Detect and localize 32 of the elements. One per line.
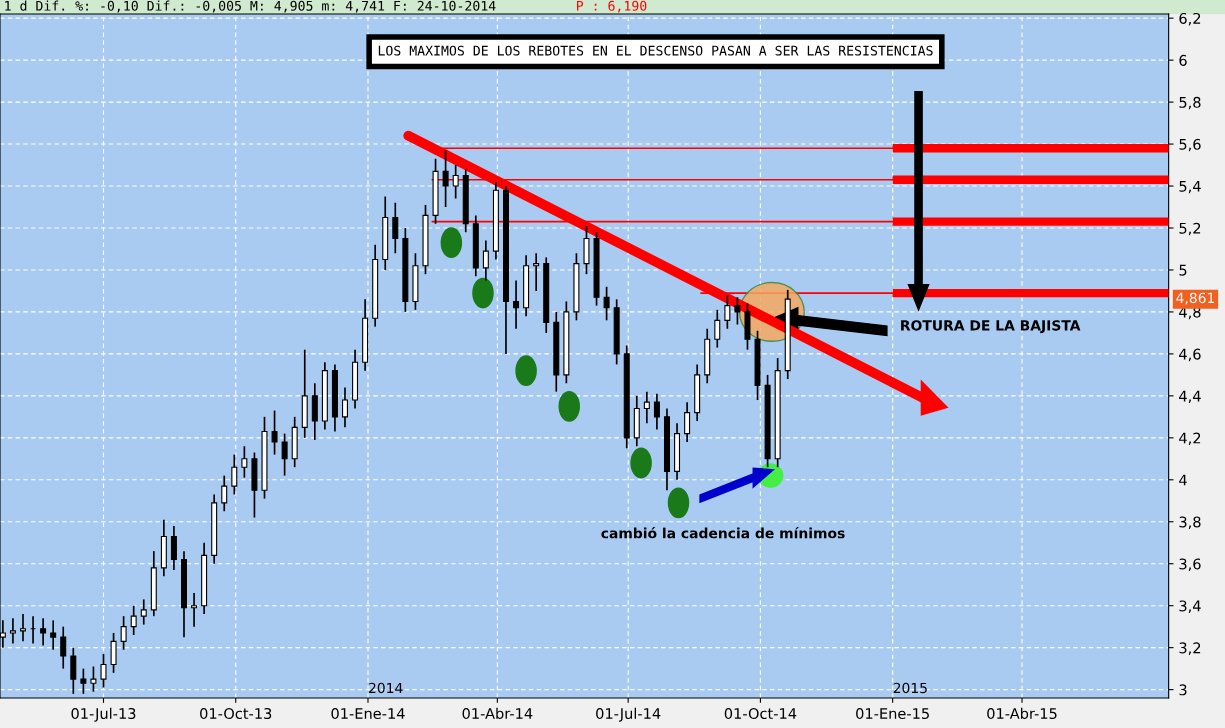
x-tick-label: 01-Jul-13 <box>71 707 136 722</box>
x-tick-label: 01-Ene-15 <box>856 707 929 720</box>
y-tick-label: 4,2 <box>1179 432 1201 446</box>
annotation: cambió la cadencia de mínimos <box>601 527 845 539</box>
y-tick-label: 3,6 <box>1179 558 1201 571</box>
y-tick-label: 5,4 <box>1179 180 1201 194</box>
y-tick-label: 6 <box>1179 54 1187 66</box>
y-tick-label: 4,6 <box>1179 348 1201 362</box>
text: P : 6,190 <box>577 0 647 13</box>
x-tick-label: 01-Jul-14 <box>596 707 661 722</box>
y-tick-label: 5,6 <box>1179 138 1201 152</box>
y-tick-label: 4,4 <box>1179 390 1201 404</box>
x-tick-label: 01-Abr-15 <box>987 707 1057 720</box>
y-tick-label: 3,4 <box>1179 600 1201 613</box>
y-tick-label: 6,2 <box>1179 12 1201 26</box>
annotation: 2014 <box>369 682 403 694</box>
y-tick-label: 4 <box>1179 474 1187 486</box>
y-tick-label: 5,8 <box>1179 96 1201 110</box>
y-tick-label: 3 <box>1179 684 1187 696</box>
y-tick-label: 5,2 <box>1179 222 1201 236</box>
annotation: LOS MAXIMOS DE LOS REBOTES EN EL DESCENSO PASAN A SER LAS RESISTENCIAS <box>378 45 933 56</box>
y-tick-label: 3,2 <box>1179 642 1201 655</box>
annotation: 2015 <box>893 682 927 694</box>
y-tick-label: 3,8 <box>1179 516 1201 529</box>
x-tick-label: 01-Abr-14 <box>462 707 533 720</box>
x-tick-label: 01-Oct-13 <box>200 707 272 720</box>
chart-title: 1 d Dif. %: -0,10 Dif.: -0,005 M: 4,905 m: 4,741 F: 24-10-2014 <box>5 0 496 13</box>
text: 4,861 <box>1176 292 1215 305</box>
y-tick-label: 5 <box>1179 264 1187 276</box>
annotation: ROTURA DE LA BAJISTA <box>901 320 1081 334</box>
x-tick-label: 01-Ene-14 <box>331 707 405 720</box>
x-tick-label: 01-Oct-14 <box>724 707 797 720</box>
